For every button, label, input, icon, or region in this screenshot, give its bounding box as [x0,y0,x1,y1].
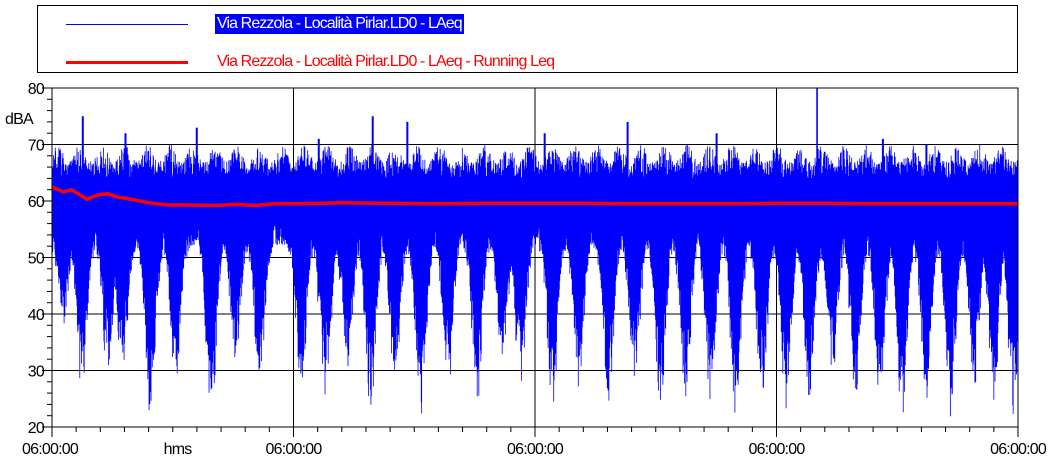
x-axis-tick-labels: 06:00:00 06:00:00 06:00:00 06:00:00 06:00:00 [22,441,1048,458]
y-tick-label: 30 [28,364,45,381]
running-leq-line [51,185,1018,208]
legend-swatch-running-leq [66,61,188,64]
legend-label-laeq: Via Rezzola - Località Pirlar.LD0 - LAeq [215,14,464,34]
x-tick-label: 06:00:00 [266,441,323,458]
plot-frame [51,87,1019,428]
legend-entry-laeq: Via Rezzola - Località Pirlar.LD0 - LAeq [38,12,1017,36]
legend-swatch-laeq [66,24,188,25]
legend-entry-running-leq: Via Rezzola - Località Pirlar.LD0 - LAeq… [38,50,1017,74]
y-tick-label: 60 [28,194,45,211]
y-axis-label: dBA [5,111,34,128]
legend-label-running-leq: Via Rezzola - Località Pirlar.LD0 - LAeq… [217,53,555,70]
y-axis-tick-labels: 80 70 60 50 40 30 20 [28,81,46,437]
y-tick-label: 70 [28,138,45,155]
x-tick-label: 06:00:00 [990,441,1047,458]
x-tick-label: 06:00:00 [507,441,564,458]
chart-legend: Via Rezzola - Località Pirlar.LD0 - LAeq… [37,5,1018,73]
x-axis-label: hms [164,441,193,458]
y-tick-label: 80 [28,81,45,98]
y-tick-label: 50 [28,251,45,268]
y-tick-label: 20 [28,420,45,437]
x-tick-label: 06:00:00 [22,441,79,458]
y-tick-label: 40 [28,307,45,324]
series-running-leq [51,185,1018,208]
x-tick-label: 06:00:00 [749,441,806,458]
minor-ticks [42,87,1019,437]
